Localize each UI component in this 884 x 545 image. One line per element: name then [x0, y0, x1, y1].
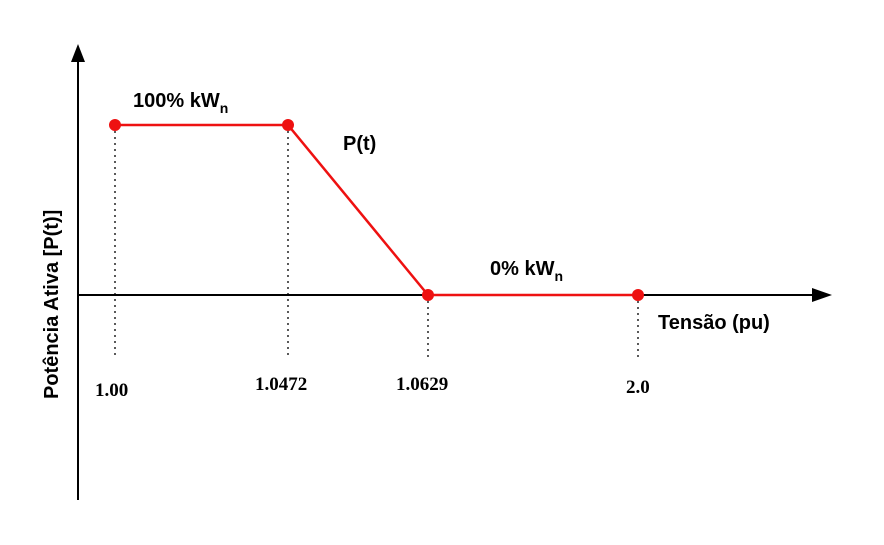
annotation-0-percent: 0% kWn [490, 258, 563, 284]
x-axis-arrow [812, 288, 832, 302]
curve-label: P(t) [343, 133, 376, 155]
curve-point-2 [422, 289, 434, 301]
curve-point-1 [282, 119, 294, 131]
axes [71, 44, 832, 500]
curve-point-0 [109, 119, 121, 131]
y-axis-arrow [71, 44, 85, 62]
curve-point-3 [632, 289, 644, 301]
x-tick-label-0: 1.00 [95, 380, 128, 401]
y-axis-title: Potência Ativa [P(t)] [41, 210, 63, 399]
curve-points [109, 119, 644, 301]
x-tick-label-1: 1.0472 [255, 374, 307, 395]
guide-lines [114, 131, 639, 358]
x-tick-label-2: 1.0629 [396, 374, 448, 395]
x-tick-labels: 1.00 1.0472 1.0629 2.0 [95, 374, 650, 401]
power-curve-line [115, 123, 638, 297]
annotation-100-percent: 100% kWn [133, 90, 228, 116]
x-tick-label-3: 2.0 [626, 377, 650, 398]
x-axis-title: Tensão (pu) [658, 312, 770, 334]
